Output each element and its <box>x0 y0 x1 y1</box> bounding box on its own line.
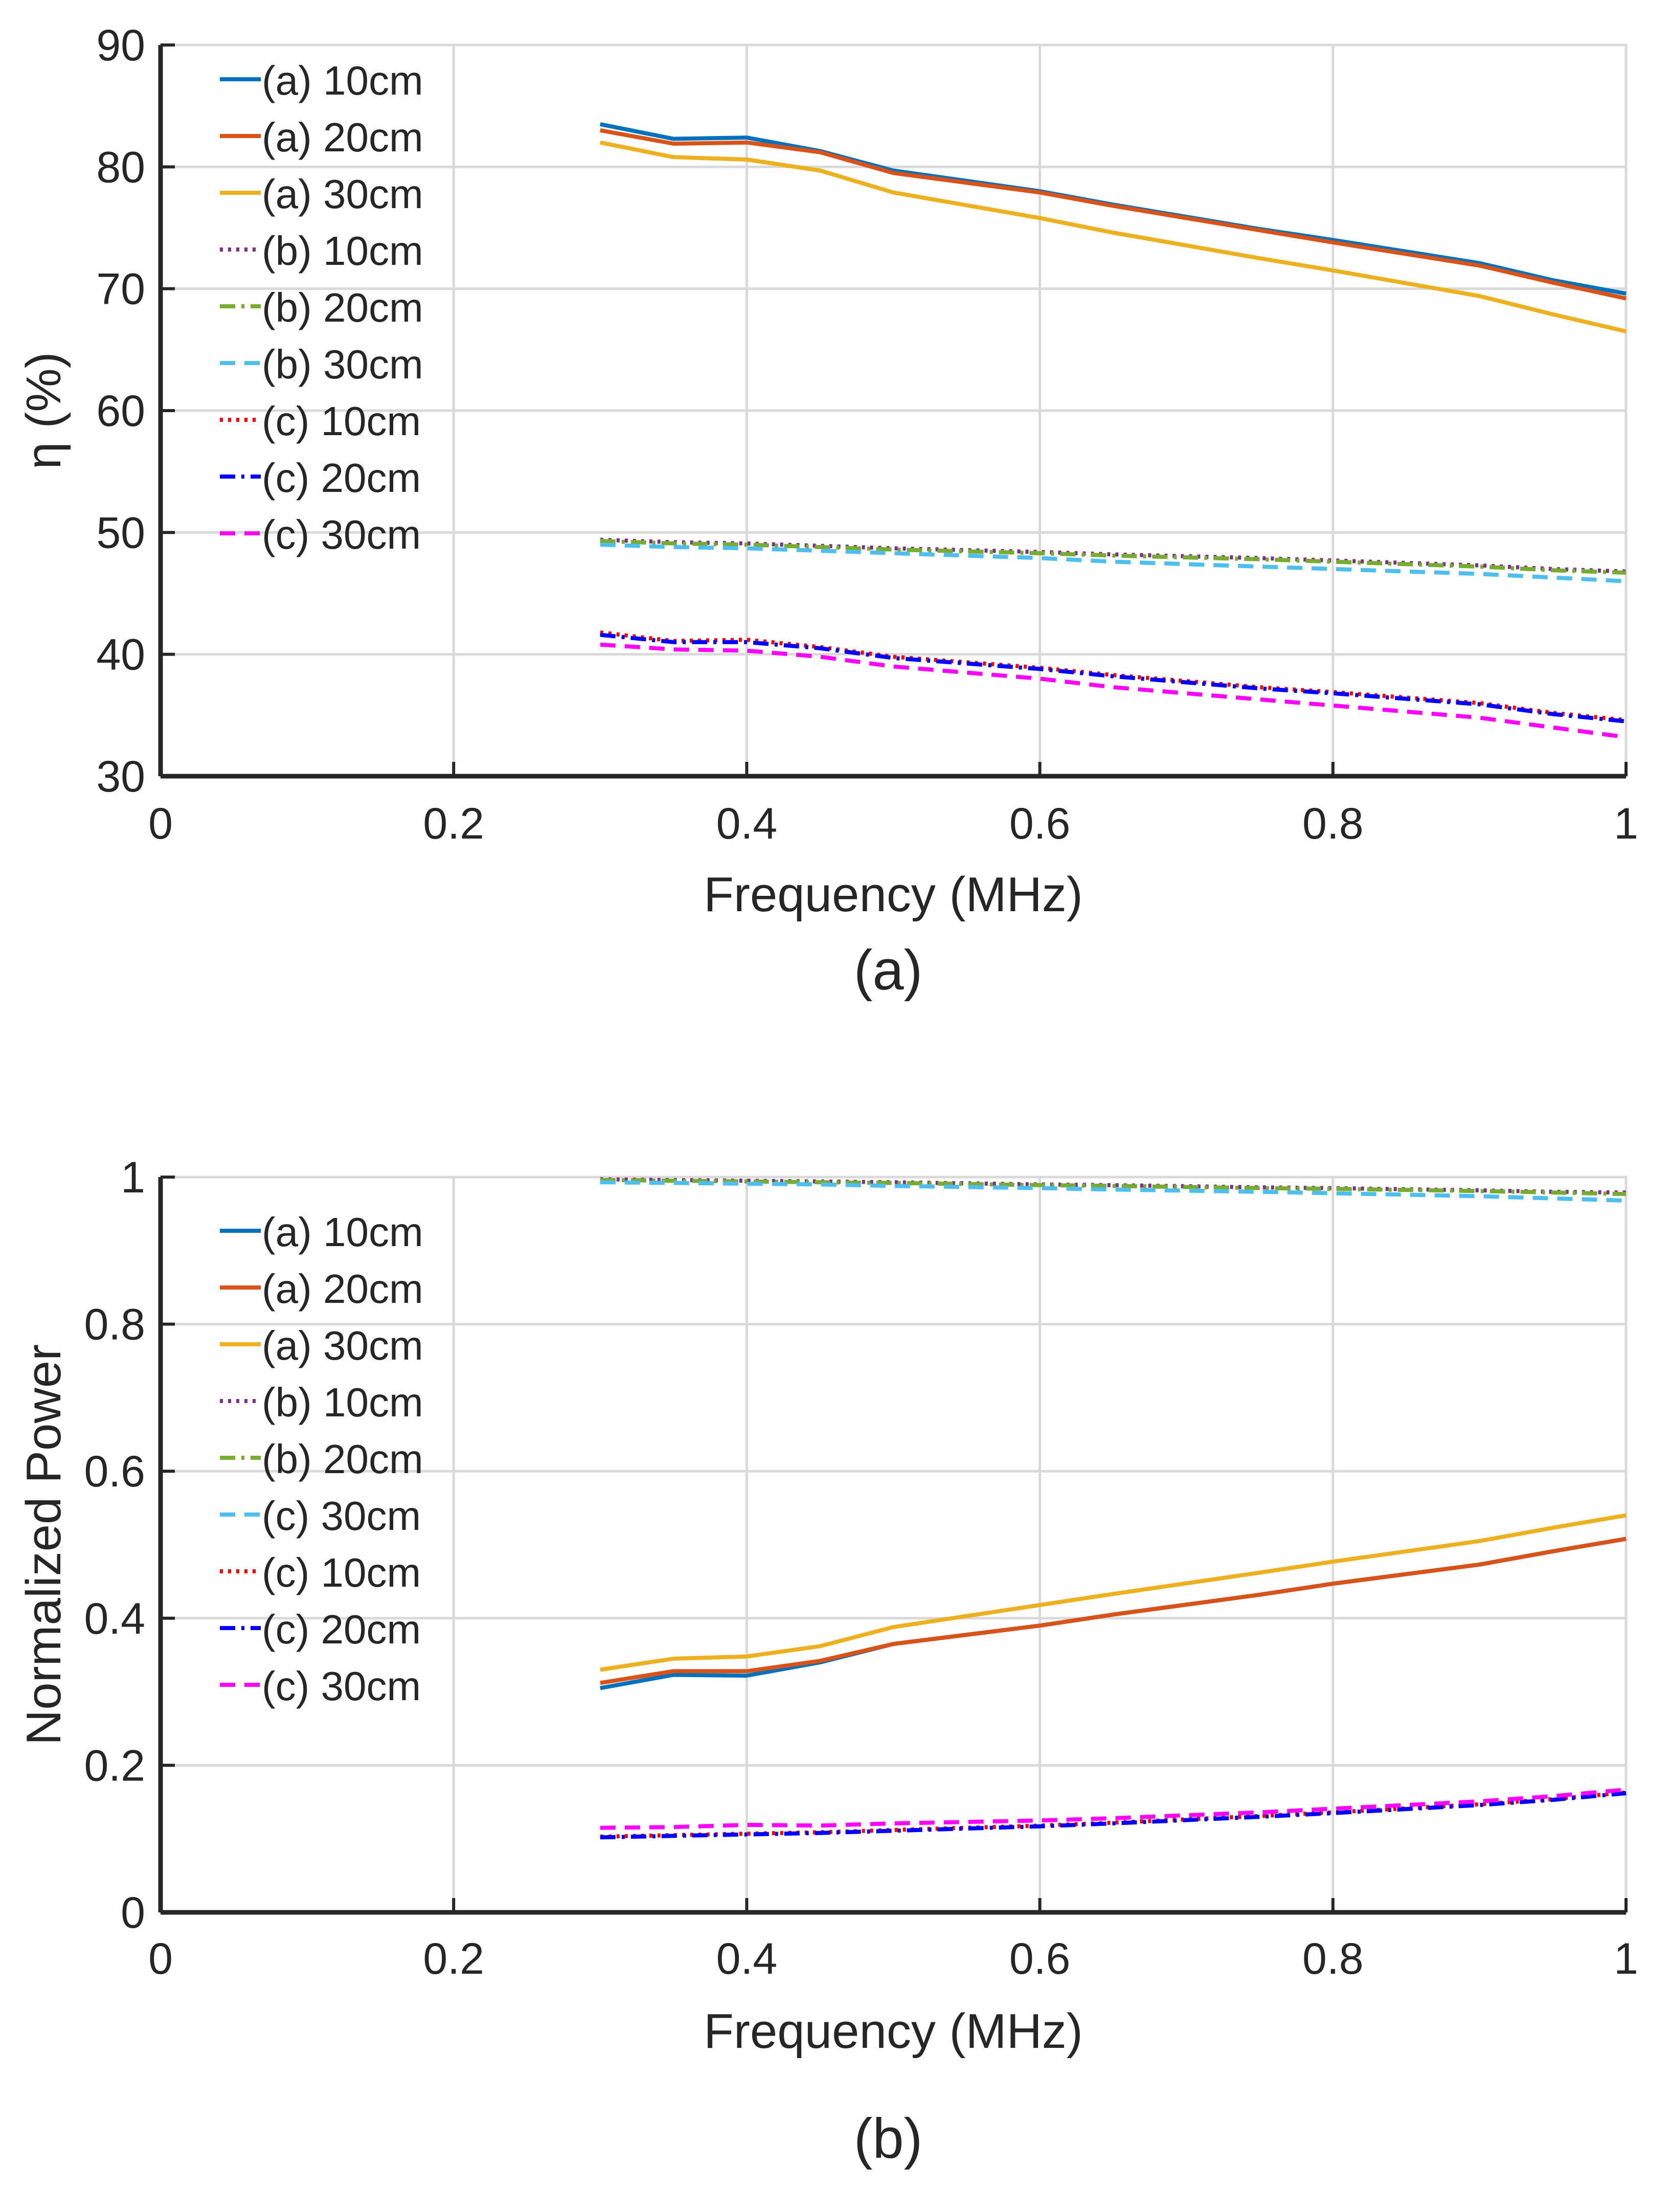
x-tick-label: 0.2 <box>423 1934 484 1983</box>
legend-entry-3: (a) 30cm <box>262 171 423 217</box>
y-tick-label: 70 <box>96 265 145 314</box>
y-tick-label: 80 <box>96 143 145 192</box>
panel-label: (a) <box>854 939 922 1002</box>
legend-entry-6: (b) 30cm <box>262 342 423 387</box>
series-line-5 <box>600 539 1627 575</box>
x-tick-label: 1 <box>1614 1934 1638 1983</box>
y-tick-label: 90 <box>96 21 145 70</box>
x-tick-label: 0.6 <box>1009 799 1071 848</box>
series-line-9 <box>600 1787 1627 1830</box>
series-line-2 <box>600 1537 1627 1685</box>
series-line-8 <box>600 1791 1627 1840</box>
y-tick-label: 0.8 <box>84 1300 145 1349</box>
chart-panel-1: 0 0.2 0.4 0.6 0.8 1 30 40 50 60 70 80 90 Frequency (M… <box>16 21 1638 1002</box>
series-line-7 <box>600 1790 1627 1839</box>
x-axis-label: Frequency (MHz) <box>704 2004 1082 2059</box>
y-axis-label: η (%) <box>16 352 71 469</box>
series-line-6 <box>600 1180 1627 1203</box>
y-axis-label: Normalized Power <box>16 1344 71 1745</box>
series-line-6 <box>600 543 1627 583</box>
series-line-2 <box>600 128 1627 301</box>
legend-entry-4: (b) 10cm <box>262 228 423 274</box>
series-line-4 <box>600 1177 1627 1195</box>
y-tick-label: 0.4 <box>84 1594 145 1643</box>
series-line-8 <box>600 633 1627 724</box>
legend-entry-7: (c) 10cm <box>262 398 421 444</box>
legend-entry-8: (c) 20cm <box>262 1607 421 1652</box>
x-tick-label: 0 <box>148 1934 173 1983</box>
legend: (a) 10cm (a) 20cm (a) 30cm (b) 10cm (b) 20… <box>220 1209 423 1709</box>
legend-entry-4: (b) 10cm <box>262 1380 423 1425</box>
y-tick-label: 40 <box>96 630 145 680</box>
legend-entry-1: (a) 10cm <box>262 1209 423 1255</box>
legend-entry-5: (b) 20cm <box>262 1436 423 1482</box>
series-line-9 <box>600 642 1627 739</box>
y-tick-label: 0 <box>121 1888 145 1937</box>
y-tick-label: 60 <box>96 387 145 436</box>
y-tick-label: 30 <box>96 752 145 801</box>
x-tick-label: 0.2 <box>423 799 484 848</box>
x-tick-label: 0.4 <box>716 799 778 848</box>
legend-entry-8: (c) 20cm <box>262 455 421 501</box>
series-line-1 <box>600 122 1627 296</box>
x-tick-label: 1 <box>1614 799 1638 848</box>
x-tick-label: 0.8 <box>1302 1934 1364 1983</box>
chart-panel-2: 0 0.2 0.4 0.6 0.8 1 0 0.2 0.4 0.6 0.8 1 Frequency (M… <box>16 1153 1638 2170</box>
x-tick-label: 0.6 <box>1009 1934 1071 1983</box>
x-tick-label: 0.4 <box>716 1934 778 1983</box>
y-tick-label: 1 <box>121 1153 145 1202</box>
legend-entry-1: (a) 10cm <box>262 58 423 103</box>
legend-entry-3: (a) 30cm <box>262 1323 423 1368</box>
legend-entry-2: (a) 20cm <box>262 1266 423 1312</box>
y-tick-label: 0.6 <box>84 1447 145 1496</box>
series-line-3 <box>600 1513 1627 1672</box>
series-line-3 <box>600 140 1627 333</box>
x-tick-label: 0.8 <box>1302 799 1364 848</box>
legend-entry-9: (c) 30cm <box>262 1663 421 1709</box>
y-tick-label: 0.2 <box>84 1741 145 1790</box>
panel-label: (b) <box>854 2107 922 2170</box>
series-line-5 <box>600 1178 1627 1197</box>
x-axis-label: Frequency (MHz) <box>704 867 1082 922</box>
x-tick-label: 0 <box>148 799 173 848</box>
y-tick-label: 50 <box>96 508 145 557</box>
legend-entry-7: (c) 10cm <box>262 1550 421 1595</box>
legend-entry-2: (a) 20cm <box>262 115 423 160</box>
legend-entry-9: (c) 30cm <box>262 512 421 557</box>
legend-entry-5: (b) 20cm <box>262 285 423 330</box>
legend-entry-6: (c) 30cm <box>262 1493 421 1539</box>
legend: (a) 10cm (a) 20cm (a) 30cm (b) 10cm (b) 20… <box>220 58 423 557</box>
